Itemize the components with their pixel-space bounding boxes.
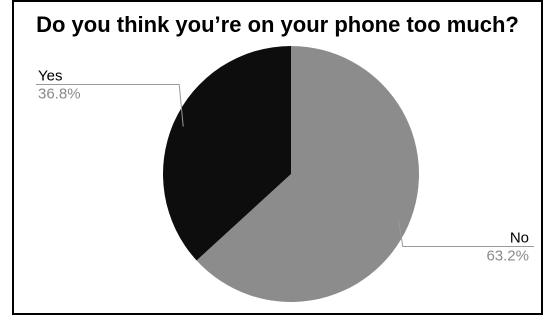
- slice-label-yes: Yes: [38, 68, 62, 85]
- slice-percent-no: 63.2%: [486, 247, 529, 264]
- chart-title: Do you think you’re on your phone too mu…: [36, 12, 519, 37]
- pie-slice-yes: [163, 46, 291, 261]
- slice-percent-yes: 36.8%: [38, 86, 81, 103]
- leader-line-no: [398, 221, 534, 247]
- pie-slice-no: [196, 46, 419, 302]
- chart-frame: Do you think you’re on your phone too mu…: [12, 0, 543, 315]
- slice-label-no: No: [510, 229, 529, 246]
- leader-line-yes: [36, 84, 184, 127]
